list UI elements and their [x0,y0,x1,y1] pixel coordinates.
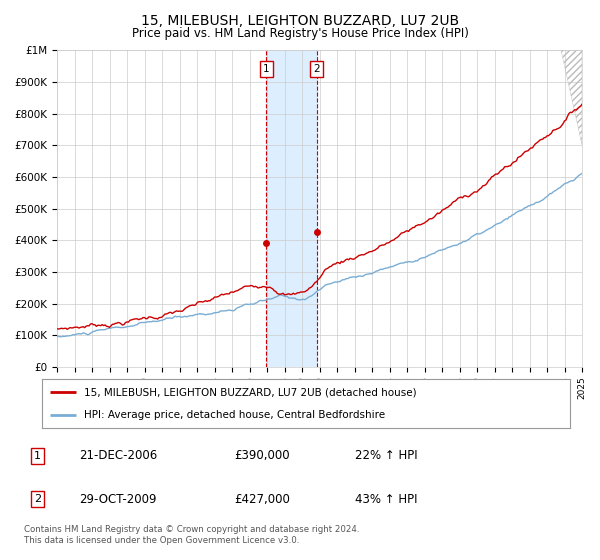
Text: 21-DEC-2006: 21-DEC-2006 [79,449,157,462]
Text: £427,000: £427,000 [234,493,290,506]
Text: 15, MILEBUSH, LEIGHTON BUZZARD, LU7 2UB (detached house): 15, MILEBUSH, LEIGHTON BUZZARD, LU7 2UB … [84,388,417,398]
Text: 1: 1 [263,64,270,74]
Text: 15, MILEBUSH, LEIGHTON BUZZARD, LU7 2UB: 15, MILEBUSH, LEIGHTON BUZZARD, LU7 2UB [141,14,459,28]
Text: 29-OCT-2009: 29-OCT-2009 [79,493,157,506]
Text: HPI: Average price, detached house, Central Bedfordshire: HPI: Average price, detached house, Cent… [84,410,385,420]
Text: 2: 2 [34,494,41,504]
Text: £390,000: £390,000 [234,449,289,462]
Text: 1: 1 [34,451,41,461]
Text: Contains HM Land Registry data © Crown copyright and database right 2024.
This d: Contains HM Land Registry data © Crown c… [24,525,359,545]
Text: 2: 2 [313,64,320,74]
Text: Price paid vs. HM Land Registry's House Price Index (HPI): Price paid vs. HM Land Registry's House … [131,27,469,40]
Text: 22% ↑ HPI: 22% ↑ HPI [355,449,418,462]
Text: 43% ↑ HPI: 43% ↑ HPI [355,493,418,506]
Bar [266,50,317,367]
